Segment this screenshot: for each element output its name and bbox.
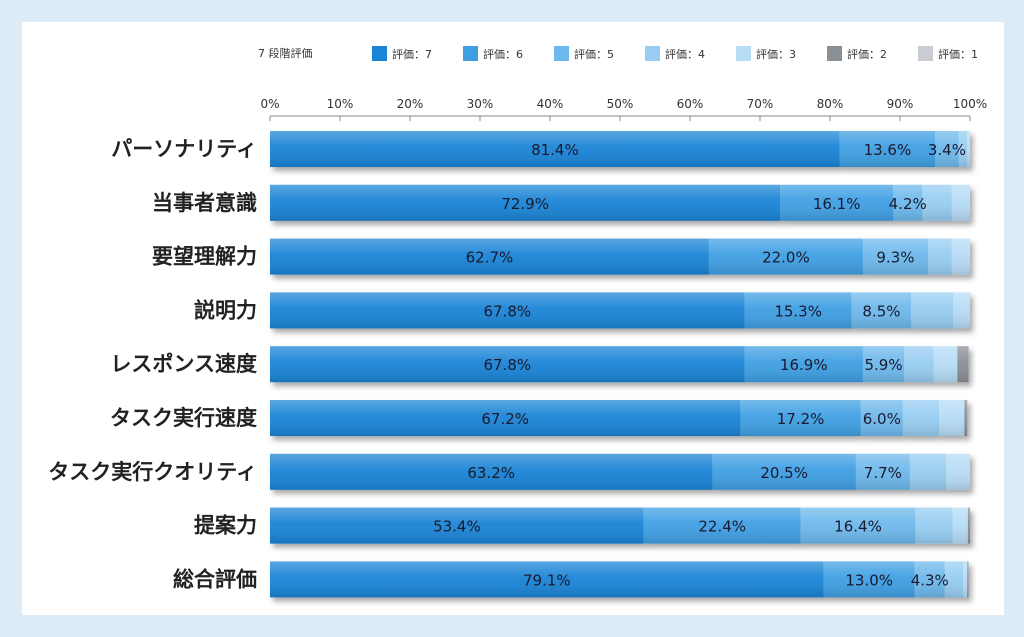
legend-swatch: [918, 46, 933, 61]
tick-label: 0%: [260, 97, 279, 111]
category-label: 当事者意識: [152, 191, 257, 215]
legend-label: 評価：6: [483, 47, 523, 61]
data-label: 67.8%: [483, 356, 531, 374]
category-label: レスポンス速度: [110, 352, 257, 376]
legend-title: 7 段階評価: [258, 46, 313, 60]
category-label: 提案力: [194, 514, 257, 538]
category-label: 要望理解力: [152, 245, 257, 269]
legend-swatch: [554, 46, 569, 61]
data-label: 16.4%: [834, 518, 882, 536]
legend-swatch: [645, 46, 660, 61]
tick-label: 10%: [327, 97, 354, 111]
bar-row: [270, 346, 969, 383]
data-label: 7.7%: [864, 464, 902, 482]
bar-highlight: [270, 346, 969, 383]
bar-highlight: [270, 292, 970, 329]
bar-highlight: [270, 561, 969, 598]
legend-label: 評価：4: [665, 47, 705, 61]
bar-row: [270, 238, 970, 275]
category-label: 総合評価: [173, 567, 257, 591]
category-labels: パーソナリティ当事者意識要望理解力説明力レスポンス速度タスク実行速度タスク実行ク…: [48, 137, 257, 591]
legend-swatch: [827, 46, 842, 61]
data-label: 72.9%: [501, 195, 549, 213]
category-label: タスク実行クオリティ: [48, 460, 257, 484]
bar-row: [270, 507, 970, 544]
data-label: 4.3%: [911, 571, 949, 589]
data-label: 81.4%: [531, 141, 579, 159]
legend-label: 評価：5: [574, 47, 614, 61]
legend-swatch: [372, 46, 387, 61]
chart-panel: 7 段階評価 評価：7 評価：6 評価：5 評価：4 評価：3 評価：2 評価：1 0% 10%…: [22, 22, 1004, 615]
legend-swatch: [463, 46, 478, 61]
data-label: 53.4%: [433, 518, 481, 536]
data-label: 15.3%: [774, 302, 822, 320]
bar-highlight: [270, 507, 970, 544]
legend-label: 評価：1: [938, 47, 978, 61]
data-label: 20.5%: [760, 464, 808, 482]
legend-swatch: [736, 46, 751, 61]
bar-row: [270, 400, 968, 436]
data-label: 22.4%: [698, 518, 746, 536]
data-label: 17.2%: [777, 410, 825, 428]
bar-highlight: [270, 131, 970, 167]
bar-highlight: [270, 400, 968, 436]
data-label: 3.4%: [928, 141, 966, 159]
tick-label: 70%: [747, 97, 774, 111]
tick-label: 60%: [677, 97, 704, 111]
data-label: 22.0%: [762, 249, 810, 267]
legend-label: 評価：3: [756, 47, 796, 61]
tick-label: 100%: [953, 97, 987, 111]
legend-label: 評価：2: [847, 47, 887, 61]
bar-row: [270, 131, 970, 167]
category-label: タスク実行速度: [110, 406, 257, 430]
bar-highlight: [270, 453, 970, 490]
data-label: 63.2%: [467, 464, 515, 482]
legend-label: 評価：7: [392, 47, 432, 61]
data-label: 9.3%: [876, 249, 914, 267]
tick-label: 90%: [887, 97, 914, 111]
legend: 7 段階評価 評価：7 評価：6 評価：5 評価：4 評価：3 評価：2 評価：1: [258, 46, 978, 61]
data-label: 8.5%: [862, 302, 900, 320]
data-label: 13.0%: [845, 571, 893, 589]
tick-label: 20%: [397, 97, 424, 111]
tick-label: 80%: [817, 97, 844, 111]
category-label: 説明力: [194, 298, 257, 322]
bar-row: [270, 453, 970, 490]
bars: 81.4% 13.6% 3.4% 72.9% 16.1% 4.2% 62.7% 22.0% 9.…: [270, 131, 970, 598]
bar-row: [270, 184, 970, 221]
data-label: 6.0%: [863, 410, 901, 428]
category-label: パーソナリティ: [111, 137, 257, 161]
bar-highlight: [270, 184, 970, 221]
tick-label: 30%: [467, 97, 494, 111]
data-label: 4.2%: [889, 195, 927, 213]
bar-row: [270, 292, 970, 329]
tick-label: 50%: [607, 97, 634, 111]
x-axis: 0% 10% 20% 30% 40% 50% 60% 70% 80% 90% 100%: [260, 97, 987, 121]
data-label: 67.8%: [483, 302, 531, 320]
tick-label: 40%: [537, 97, 564, 111]
data-label: 16.1%: [813, 195, 861, 213]
data-label: 62.7%: [466, 249, 514, 267]
data-label: 67.2%: [481, 410, 529, 428]
bar-row: [270, 561, 969, 598]
data-label: 16.9%: [780, 356, 828, 374]
data-label: 79.1%: [523, 571, 571, 589]
data-label: 5.9%: [864, 356, 902, 374]
stacked-bar-chart: 7 段階評価 評価：7 評価：6 評価：5 評価：4 評価：3 評価：2 評価：1 0% 10%…: [48, 46, 987, 598]
bar-highlight: [270, 238, 970, 275]
data-label: 13.6%: [864, 141, 912, 159]
